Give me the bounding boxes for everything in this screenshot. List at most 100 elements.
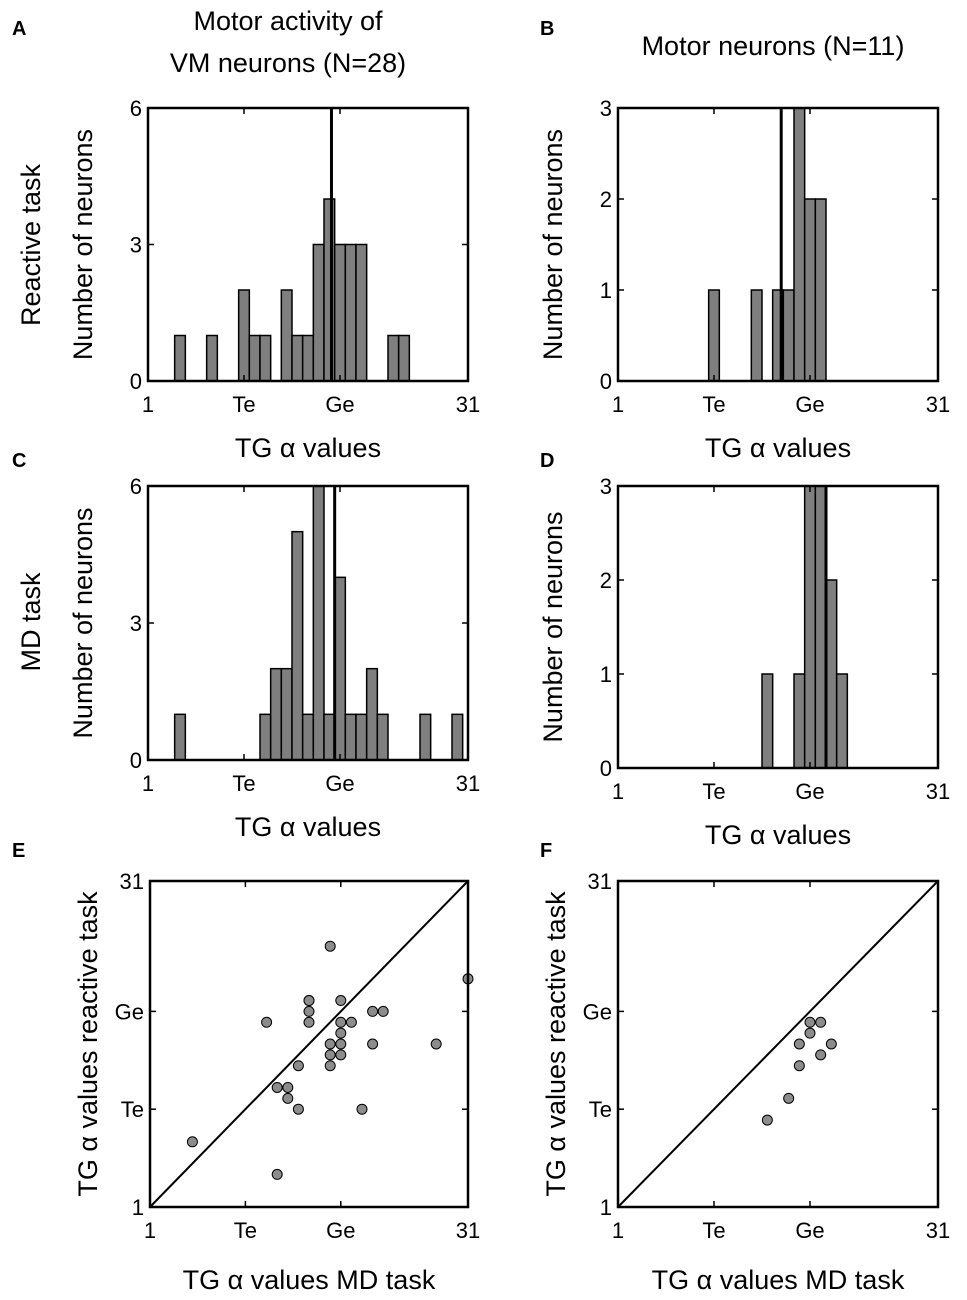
x-tick-label: Te: [702, 1218, 725, 1243]
scatter-point: [367, 1038, 379, 1050]
plot-frame: [616, 879, 940, 1209]
x-tick-label: 31: [456, 771, 480, 796]
histogram-bar: [793, 107, 806, 382]
scatter-point: [793, 1060, 805, 1072]
x-tick-label: Ge: [326, 1218, 355, 1243]
histogram-bar: [323, 713, 336, 761]
column-title-right: Motor neurons (N=11): [642, 31, 905, 61]
histogram-bar: [803, 485, 817, 769]
panel-e: E 1 Te Ge 31 1 Te Ge 31 TG α values MD task TG α v…: [12, 840, 480, 1295]
x-axis-label: TG α values MD task: [183, 1265, 436, 1295]
y-tick-label: 0: [130, 748, 142, 773]
y-tick-label: 1: [600, 662, 612, 687]
scatter-point: [186, 1136, 198, 1148]
x-tick-label: 31: [926, 1218, 950, 1243]
y-tick-label: 0: [600, 369, 612, 394]
y-axis-label: Number of neurons: [68, 507, 98, 738]
scatter-point: [377, 1005, 389, 1017]
y-tick-label: 2: [600, 568, 612, 593]
scatter-point: [335, 1038, 347, 1050]
histogram-bar: [376, 713, 389, 761]
histogram-bar: [280, 667, 293, 761]
histogram-bar: [344, 243, 357, 382]
identity-line: [617, 880, 939, 1208]
histogram-bar: [419, 713, 432, 761]
x-axis-label: TG α values: [235, 433, 381, 463]
histogram-bar: [397, 334, 411, 382]
histogram-bar: [814, 198, 827, 382]
scatter-point: [282, 1081, 294, 1093]
scatter-point: [271, 1168, 283, 1180]
x-tick-label: 1: [612, 779, 624, 804]
histogram-bar: [803, 198, 817, 382]
x-tick-label: 1: [612, 1218, 624, 1243]
x-axis-label: TG α values: [705, 820, 851, 850]
histogram-bar: [269, 667, 283, 761]
y-tick-label: Ge: [583, 999, 612, 1024]
scatter-point: [335, 1027, 347, 1039]
histogram-bar: [259, 713, 272, 761]
x-tick-label: Te: [702, 392, 725, 417]
scatter-point: [430, 1038, 442, 1050]
histogram-bar: [301, 334, 315, 382]
scatter-point: [324, 1038, 336, 1050]
histogram-bar: [387, 334, 400, 382]
y-tick-label: 3: [130, 611, 142, 636]
histogram-bar: [355, 713, 368, 761]
histogram-bar: [333, 576, 347, 761]
scatter-point: [335, 1016, 347, 1028]
histogram-bar: [312, 243, 325, 382]
histogram-bar: [793, 673, 806, 769]
histogram-bar: [344, 713, 357, 761]
scatter-point: [303, 995, 315, 1007]
scatter-point: [324, 940, 336, 952]
y-tick-label: 1: [600, 1195, 612, 1220]
y-axis-label: Number of neurons: [538, 511, 568, 742]
scatter-point: [261, 1016, 273, 1028]
x-tick-label: Te: [232, 771, 255, 796]
scatter-point: [335, 1049, 347, 1061]
histogram-bar: [365, 667, 379, 761]
y-tick-label: 3: [130, 233, 142, 258]
x-tick-label: Ge: [325, 771, 354, 796]
scatter-point: [282, 1092, 294, 1104]
histogram-bar: [173, 334, 187, 382]
y-axis-label: TG α values reactive task: [541, 891, 571, 1197]
column-title-line2: VM neurons (N=28): [170, 48, 406, 78]
plot-frame: [616, 484, 940, 770]
x-axis-label: TG α values: [235, 812, 381, 842]
histogram-bar: [835, 673, 849, 769]
histogram-bar: [301, 713, 315, 761]
histogram-bar: [707, 289, 721, 382]
x-tick-label: Te: [232, 392, 255, 417]
scatter-point: [324, 1049, 336, 1061]
scatter-point: [815, 1016, 827, 1028]
histogram-bar: [323, 198, 336, 382]
histogram-bar: [782, 289, 795, 382]
histogram-bar: [291, 334, 304, 382]
x-tick-label: Ge: [795, 392, 824, 417]
histogram-bar: [248, 334, 261, 382]
panel-label: B: [540, 18, 554, 40]
panel-label: D: [540, 450, 554, 472]
panel-f: F 1 Te Ge 31 1 Te Ge 31 TG α values MD task TG α v…: [540, 840, 950, 1295]
y-tick-label: Te: [589, 1097, 612, 1122]
histogram-bar: [259, 334, 272, 382]
histogram-bar: [205, 334, 219, 382]
plot-frame: [616, 106, 940, 383]
scatter-point: [271, 1081, 283, 1093]
scatter-point: [292, 1060, 304, 1072]
scatter-point: [793, 1038, 805, 1050]
panel-label: A: [12, 18, 26, 40]
x-tick-label: 31: [456, 1218, 480, 1243]
scatter-point: [783, 1092, 795, 1104]
histogram-bar: [761, 673, 774, 769]
y-tick-label: 0: [600, 756, 612, 781]
x-axis-label: TG α values MD task: [652, 1265, 905, 1295]
x-tick-label: 1: [144, 1218, 156, 1243]
x-axis-label: TG α values: [705, 433, 851, 463]
x-tick-label: 31: [456, 392, 480, 417]
panel-a: A 1 Te Ge 31 0 3 6 TG α values Number of neurons: [12, 18, 480, 463]
